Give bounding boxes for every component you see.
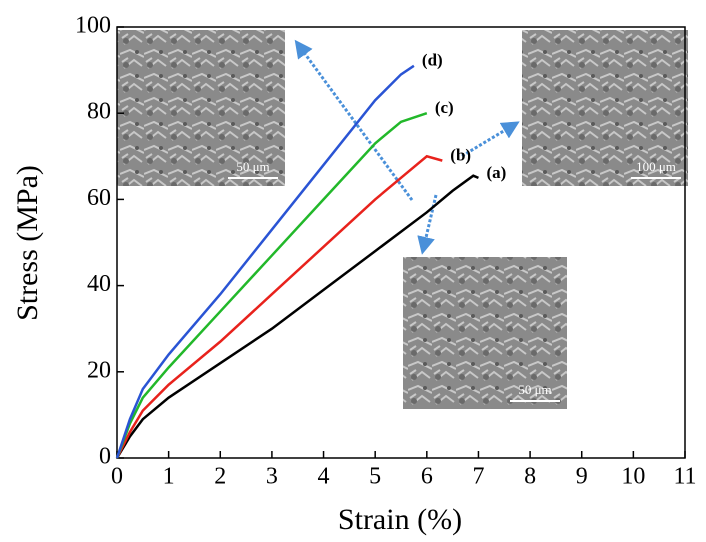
x-tick-label: 6 — [421, 464, 433, 490]
series-label: (c) — [435, 98, 454, 117]
series-label: (a) — [486, 163, 506, 182]
x-tick-label: 3 — [266, 464, 278, 490]
x-tick-label: 2 — [214, 464, 226, 490]
y-tick-label: 100 — [75, 13, 111, 39]
curve — [117, 156, 442, 458]
y-tick-label: 80 — [87, 99, 111, 125]
x-tick-label: 8 — [524, 464, 536, 490]
x-tick-label: 5 — [369, 464, 381, 490]
x-tick-label: 10 — [621, 464, 645, 490]
scale-label: 50 μm — [518, 382, 551, 397]
y-tick-label: 40 — [87, 271, 111, 297]
y-tick-label: 20 — [87, 357, 111, 383]
x-tick-label: 9 — [576, 464, 588, 490]
x-tick-label: 4 — [318, 464, 330, 490]
y-tick-label: 60 — [87, 185, 111, 211]
arrow — [424, 195, 436, 246]
scale-label: 100 μm — [636, 159, 676, 174]
x-axis-title: Strain (%) — [338, 503, 462, 536]
chart: Strain (%) Stress (MPa) 0 1 2 3 4 5 6 7 8 9 10 11 0 2… — [0, 0, 706, 542]
series-label: (b) — [450, 146, 471, 165]
y-tick-label: 0 — [99, 444, 111, 470]
x-tick-label: 11 — [673, 464, 696, 490]
scale-label: 50 μm — [236, 159, 269, 174]
insets — [117, 30, 688, 409]
series-label: (d) — [422, 51, 443, 70]
y-axis-title: Stress (MPa) — [11, 165, 44, 321]
x-tick-label: 0 — [111, 464, 123, 490]
page: {"chart_data": {"type": "line", "x_label… — [0, 0, 706, 542]
x-tick-label: 1 — [163, 464, 175, 490]
x-tick-label: 7 — [472, 464, 484, 490]
